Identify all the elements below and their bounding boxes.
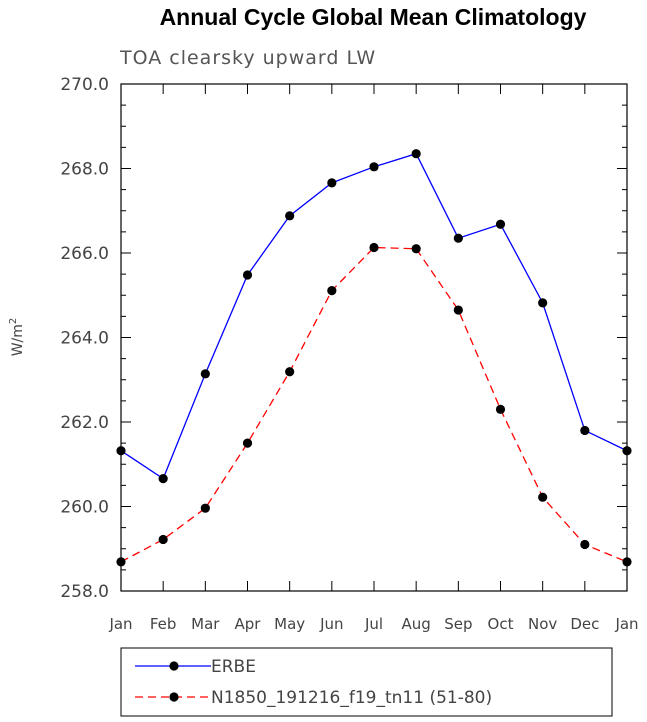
data-point [242, 270, 253, 280]
data-point [369, 242, 379, 253]
x-tick-label: Mar [191, 615, 220, 633]
data-point [285, 211, 295, 221]
x-tick-label: Jan [108, 615, 132, 633]
y-tick-label: 260.0 [60, 498, 109, 518]
series-layer [116, 149, 632, 567]
data-point [285, 367, 295, 377]
plot-frame [120, 83, 628, 592]
y-tick-label: 268.0 [60, 160, 109, 180]
y-tick-label: 258.0 [60, 582, 109, 602]
y-axis-label: W/m2 [8, 318, 26, 357]
x-tick-label: Jul [364, 615, 383, 633]
data-point [538, 492, 548, 502]
x-tick-label: Feb [150, 615, 177, 633]
data-point [495, 404, 506, 414]
legend-marker-erbe [169, 661, 179, 671]
data-point [411, 244, 421, 254]
data-point [327, 178, 337, 188]
legend-box [120, 647, 613, 717]
data-point [327, 286, 337, 296]
y-tick-labels: 258.0 260.0 262.0 264.0 266.0 268.0 270.0 [60, 75, 109, 602]
y-axis-label-superscript: 2 [8, 318, 19, 324]
data-point [453, 233, 463, 243]
y-tick-label: 270.0 [60, 75, 109, 95]
data-point [453, 305, 463, 315]
legend-label-erbe: ERBE [211, 657, 256, 677]
data-point [158, 534, 168, 545]
axis-ticks [120, 83, 628, 592]
y-tick-label: 262.0 [60, 413, 109, 433]
x-tick-label: Apr [235, 615, 262, 633]
chart-subtitle: TOA clearsky upward LW [119, 47, 376, 69]
x-tick-label: Jun [319, 615, 343, 633]
data-point [116, 557, 126, 567]
data-point [200, 369, 210, 379]
x-tick-label: Sep [444, 615, 472, 633]
series-model [116, 242, 632, 567]
data-point [242, 438, 253, 448]
x-tick-label: Oct [488, 615, 514, 633]
data-point [369, 162, 379, 172]
data-point [116, 446, 126, 456]
x-tick-label: Nov [528, 615, 557, 633]
series-line [120, 246, 628, 563]
series-line [120, 152, 628, 480]
x-tick-label: May [274, 615, 305, 633]
x-tick-labels: Jan Feb Mar Apr May Jun Jul Aug Sep Oct Nov Dec Jan [108, 615, 638, 633]
series-erbe [116, 149, 632, 484]
legend-label-model: N1850_191216_f19_tn11 (51-80) [211, 688, 492, 708]
data-point [411, 149, 421, 159]
data-point [580, 539, 590, 550]
data-point [158, 474, 168, 484]
x-tick-label: Dec [570, 615, 599, 633]
y-axis-label-base: W/m [10, 324, 26, 356]
plot-frame-group [120, 83, 628, 592]
y-tick-label: 264.0 [60, 329, 109, 349]
data-point [538, 298, 548, 308]
y-tick-label: 266.0 [60, 244, 109, 264]
legend: ERBE N1850_191216_f19_tn11 (51-80) [120, 647, 613, 717]
x-tick-label: Jan [614, 615, 638, 633]
data-point [622, 446, 632, 456]
data-point [580, 425, 590, 436]
data-point [622, 557, 632, 567]
chart-title: Annual Cycle Global Mean Climatology [160, 4, 587, 30]
data-point [495, 219, 506, 229]
legend-marker-model [169, 692, 179, 702]
data-point [200, 503, 210, 513]
x-tick-label: Aug [402, 615, 431, 633]
